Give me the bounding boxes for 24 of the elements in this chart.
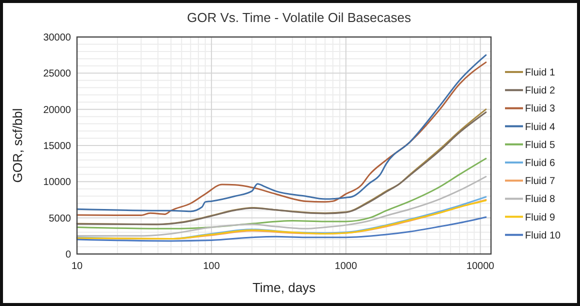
legend-label: Fluid 6 [525,158,556,169]
y-tick-label: 10000 [43,177,72,188]
y-tick-label: 5000 [48,213,72,224]
y-tick-label: 30000 [43,32,72,44]
x-tick-label: 1000 [334,261,358,272]
y-axis-title: GOR, scf/bbl [10,108,25,183]
y-tick-label: 20000 [43,104,72,116]
x-tick-label: 10000 [466,261,495,272]
legend-label: Fluid 5 [525,140,556,151]
legend-label: Fluid 1 [525,68,556,78]
x-tick-label: 10 [71,261,83,272]
legend-label: Fluid 2 [525,86,556,97]
x-axis-title: Time, days [252,280,316,295]
legend-label: Fluid 9 [525,212,556,224]
y-tick-label: 25000 [43,68,72,80]
x-tick-label: 100 [203,261,220,272]
legend-label: Fluid 7 [525,176,556,188]
legend-label: Fluid 10 [525,230,562,242]
legend-label: Fluid 4 [525,122,556,133]
legend-label: Fluid 8 [525,194,556,206]
y-tick-label: 0 [65,250,72,260]
y-tick-label: 15000 [43,141,72,152]
chart-title: GOR Vs. Time - Volatile Oil Basecases [187,10,412,25]
legend-label: Fluid 3 [525,104,556,115]
